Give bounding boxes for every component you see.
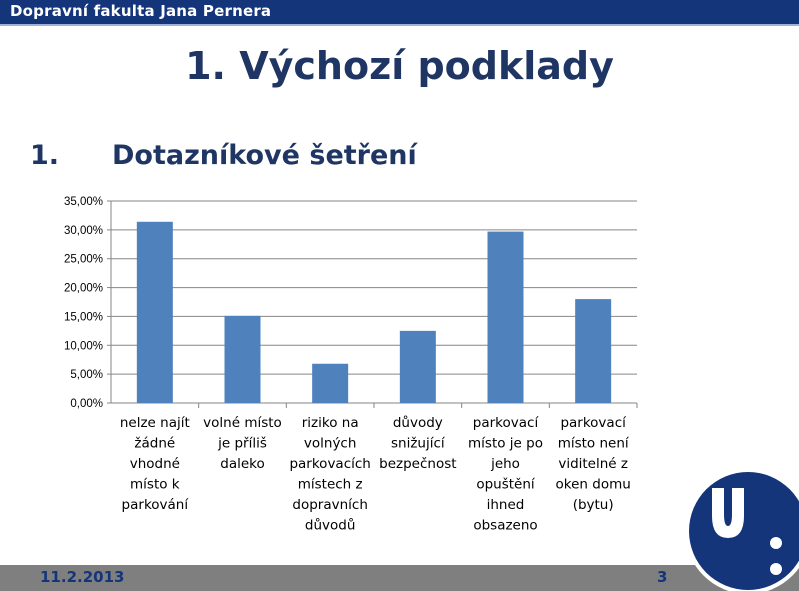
faculty-name: Dopravní fakulta Jana Pernera [10, 2, 272, 20]
x-tick-label: parkovací místo je po jeho opuštění ihned obs… [468, 415, 543, 534]
x-tick-label: parkovací místo není viditelné z oken domu(… [556, 415, 631, 513]
header-divider [0, 24, 799, 26]
y-tick-label: 25,00% [64, 254, 103, 266]
x-tick-label: riziko na volných parkovacích místech z dopr… [289, 415, 370, 534]
y-tick-label: 15,00% [64, 311, 103, 323]
header-bar: Dopravní fakulta Jana Pernera [0, 0, 799, 24]
footer-bar [0, 565, 799, 591]
bar [487, 231, 524, 403]
section-title: Dotazníkové šetření [112, 140, 417, 171]
x-tick-label: volné místo je příliš daleko [203, 415, 282, 472]
bar [575, 299, 612, 403]
page-number: 3 [657, 568, 668, 586]
bar [136, 221, 173, 403]
x-tick-label: nelze najít žádné vhodné místo k parkování [120, 415, 190, 513]
y-tick-label: 10,00% [64, 340, 103, 352]
y-tick-label: 35,00% [64, 196, 103, 208]
y-tick-label: 20,00% [64, 283, 103, 295]
bar [224, 315, 261, 403]
y-tick-label: 5,00% [70, 369, 103, 381]
y-tick-label: 0,00% [70, 398, 103, 410]
bar [399, 330, 436, 403]
footer-date: 11.2.2013 [40, 568, 125, 586]
bar [312, 363, 349, 403]
y-tick-label: 30,00% [64, 225, 103, 237]
x-tick-label: důvody snižující bezpečnost [379, 415, 456, 472]
slide-title: 1. Výchozí podklady [185, 44, 614, 88]
section-number: 1. [30, 140, 60, 171]
